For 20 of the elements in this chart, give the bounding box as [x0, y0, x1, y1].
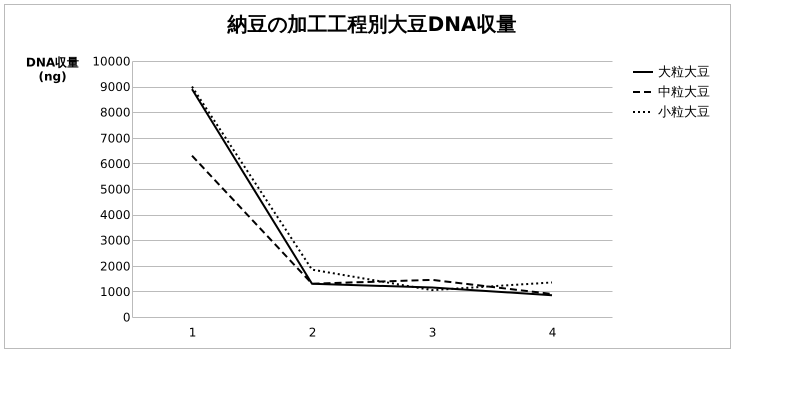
y-tick-label: 1000 — [100, 284, 130, 299]
x-tick-label: 1 — [188, 326, 196, 340]
legend-label: 小粒大豆 — [658, 105, 710, 120]
y-tick-label: 5000 — [100, 182, 130, 196]
y-tick-label: 3000 — [100, 234, 130, 248]
chart-title: 納豆の加工工程別大豆DNA収量 — [226, 12, 516, 36]
y-tick-label: 4000 — [100, 208, 130, 222]
y-tick-label: 9000 — [100, 80, 130, 94]
y-tick-label: 6000 — [100, 156, 130, 171]
y-tick-label: 0 — [122, 310, 130, 324]
y-tick-label: 10000 — [92, 54, 130, 68]
y-tick-label: 8000 — [100, 106, 130, 120]
x-tick-label: 3 — [428, 326, 436, 340]
x-tick-label: 4 — [548, 326, 556, 340]
legend-label: 中粒大豆 — [658, 85, 710, 100]
y-tick-label: 7000 — [100, 131, 130, 146]
y-axis-title: DNA収量 (ng) — [26, 56, 80, 84]
legend-label: 大粒大豆 — [658, 65, 710, 80]
y-tick-label: 2000 — [100, 259, 130, 274]
x-tick-label: 2 — [308, 326, 316, 340]
